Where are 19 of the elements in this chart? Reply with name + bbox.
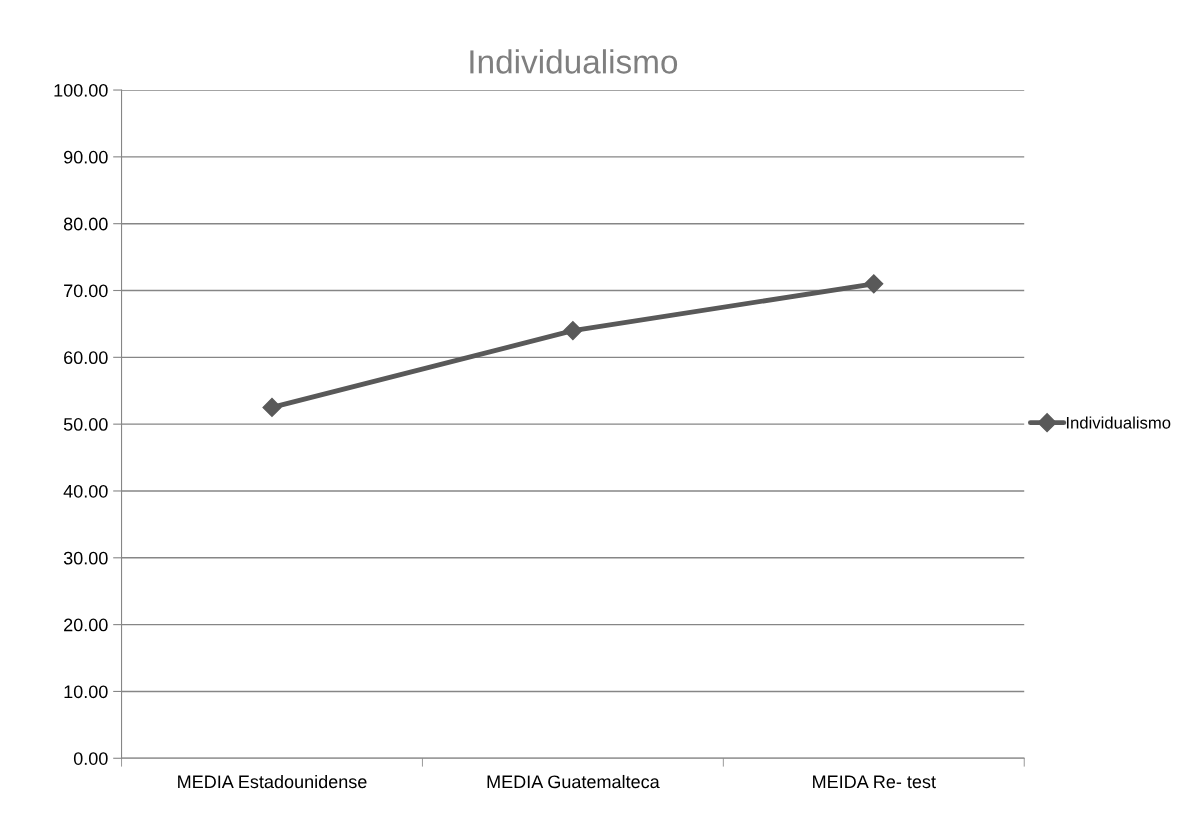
y-tick-label: 100.00	[54, 83, 108, 97]
y-tick-label: 20.00	[64, 618, 108, 632]
legend-label: Individualismo	[1066, 416, 1171, 429]
y-tick-label: 10.00	[64, 685, 108, 699]
y-tick-label: 90.00	[64, 150, 108, 164]
y-tick-label: 30.00	[63, 551, 108, 565]
point	[563, 321, 583, 341]
y-tick-label: 60.00	[64, 351, 108, 365]
y-tick-label: 50.00	[63, 418, 108, 431]
x-tick-label: MEDIA Guatemalteca	[487, 774, 660, 789]
y-tick-label: 40.00	[63, 484, 108, 498]
x-tick-label: MEIDA Re- test	[813, 775, 936, 789]
point	[262, 397, 282, 417]
y-tick-label: 80.00	[63, 217, 108, 231]
y-tick-label: 70.00	[64, 284, 108, 298]
chart-title: Individualismo	[470, 49, 678, 74]
y-tick-label: 0.00	[73, 752, 108, 765]
x-tick-label: MEDIA Estadounidense	[178, 774, 367, 789]
point	[864, 274, 884, 294]
